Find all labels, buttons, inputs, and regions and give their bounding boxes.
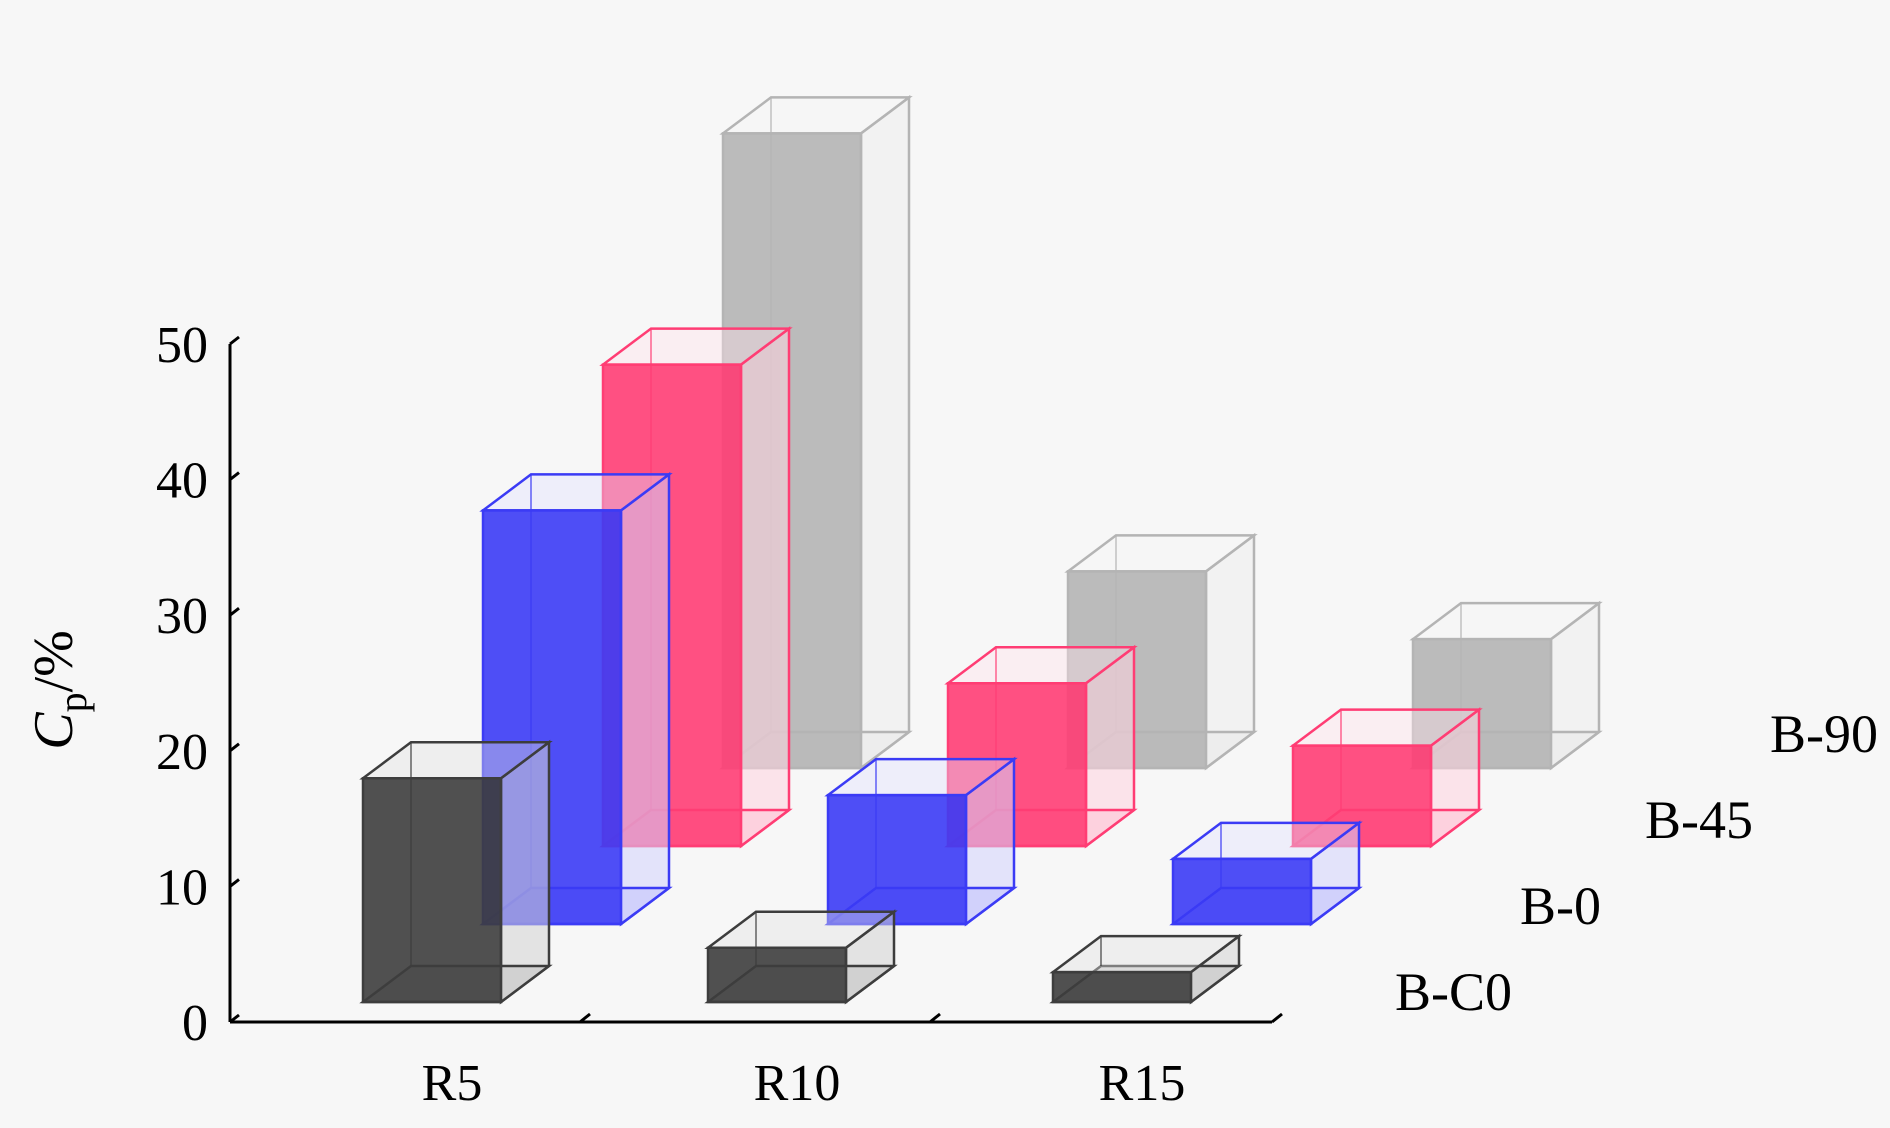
bar-front-face xyxy=(1051,970,1193,1004)
bar-side-face xyxy=(859,94,911,771)
y-tick-label: 0 xyxy=(182,995,208,1052)
y-tick xyxy=(229,471,240,481)
x-tick-label: R5 xyxy=(422,1055,483,1112)
legend-label: B-45 xyxy=(1645,790,1753,850)
bar-B-C0-R5 xyxy=(359,739,553,1005)
legend-label: B-0 xyxy=(1520,876,1601,936)
y-tick-label: 10 xyxy=(156,859,208,916)
bar-front-face xyxy=(361,777,503,1004)
y-tick-label: 20 xyxy=(156,724,208,781)
y-tick xyxy=(229,335,240,346)
bar-B-45-R15 xyxy=(1289,707,1483,849)
bar-side-face xyxy=(499,739,551,1005)
bar-B-0-R5 xyxy=(479,471,673,927)
bar-B-C0-R15 xyxy=(1049,933,1243,1005)
y-tick xyxy=(229,607,240,617)
y-tick-label: 50 xyxy=(156,317,208,374)
x-tick-label: R10 xyxy=(754,1055,841,1112)
bar-side-face xyxy=(739,326,791,849)
x-tick xyxy=(579,1012,591,1024)
bars xyxy=(359,94,1603,1005)
bar-B-0-R10 xyxy=(824,756,1018,927)
y-tick-label: 40 xyxy=(156,453,208,510)
bar-side-face xyxy=(619,471,671,927)
bar-B-C0-R10 xyxy=(704,909,898,1005)
bar-front-face xyxy=(1291,744,1433,848)
bar-B-0-R15 xyxy=(1169,820,1363,927)
bar-front-face xyxy=(826,793,968,926)
x-tick-label: R15 xyxy=(1099,1055,1186,1112)
x-tick xyxy=(929,1012,941,1024)
legend-label: B-C0 xyxy=(1395,962,1512,1022)
labels: R5 R10 R15 Cp/% B-90 B-45 B-0B-C0 xyxy=(23,630,1878,1112)
bar-B-45-R5 xyxy=(599,326,793,849)
y-tick xyxy=(229,742,240,752)
x-axis-end-tick xyxy=(1271,1012,1283,1024)
legend-label: B-90 xyxy=(1770,704,1878,764)
bar-front-face xyxy=(706,946,848,1004)
y-tick-label: 30 xyxy=(156,588,208,645)
y-tick xyxy=(229,878,240,888)
bar-front-face xyxy=(1171,857,1313,926)
axes: 0 10 20 30 40 50 xyxy=(156,317,1283,1052)
y-axis-label: Cp/% xyxy=(23,630,95,750)
